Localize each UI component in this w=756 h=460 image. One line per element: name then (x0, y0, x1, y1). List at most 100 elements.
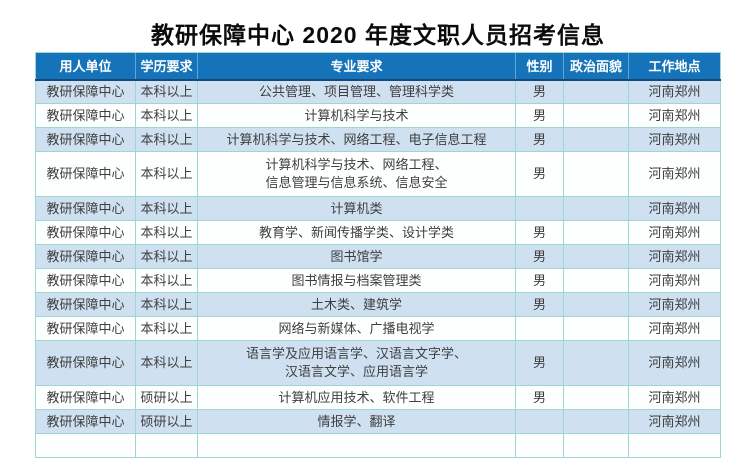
education-cell: 本科以上 (135, 196, 198, 221)
gender-cell: 男 (515, 292, 564, 317)
location-cell: 河南郑州 (628, 79, 721, 104)
table-row: 教研保障中心 本科以上 土木类、建筑学男 河南郑州 (35, 292, 721, 317)
political-cell (563, 340, 629, 386)
political-cell (563, 196, 629, 221)
column-header-location: 工作地点 (628, 52, 721, 81)
gender-cell: 男 (515, 244, 564, 269)
education-cell: 本科以上 (135, 79, 198, 104)
table-row-partial (35, 433, 721, 458)
political-cell (563, 316, 629, 341)
political-cell (563, 79, 629, 104)
major-cell: 图书馆学 (197, 244, 516, 269)
column-header-gender: 性别 (515, 52, 564, 81)
political-cell (563, 127, 629, 152)
table-row: 教研保障中心 本科以上 计算机科学与技术男 河南郑州 (35, 103, 721, 128)
column-header-unit: 用人单位 (35, 52, 136, 81)
major-cell: 教育学、新闻传播学类、设计学类 (197, 220, 516, 245)
column-header-major: 专业要求 (197, 52, 516, 81)
education-cell (135, 433, 198, 458)
gender-cell: 男 (515, 127, 564, 152)
table-body: 教研保障中心 本科以上 公共管理、项目管理、管理科学类男河南郑州 教研保障中心 本科以上… (35, 79, 721, 458)
table-row: 教研保障中心 本科以上 语言学及应用语言学、汉语言文字学、 汉语言文学、应用语言学男… (35, 340, 721, 386)
education-cell: 硕研以上 (135, 385, 198, 410)
education-cell: 本科以上 (135, 268, 198, 293)
table-row: 教研保障中心 本科以上 计算机科学与技术、网络工程、电子信息工程男 河南郑州 (35, 127, 721, 152)
unit-cell: 教研保障中心 (35, 340, 136, 386)
education-cell: 本科以上 (135, 292, 198, 317)
education-cell: 本科以上 (135, 316, 198, 341)
political-cell (563, 292, 629, 317)
education-cell: 本科以上 (135, 244, 198, 269)
unit-cell: 教研保障中心 (35, 103, 136, 128)
major-cell: 土木类、建筑学 (197, 292, 516, 317)
location-cell: 河南郑州 (628, 292, 721, 317)
unit-cell: 教研保障中心 (35, 151, 136, 197)
major-cell: 语言学及应用语言学、汉语言文字学、 汉语言文学、应用语言学 (197, 340, 516, 386)
political-cell (563, 409, 629, 434)
location-cell: 河南郑州 (628, 196, 721, 221)
unit-cell: 教研保障中心 (35, 268, 136, 293)
location-cell: 河南郑州 (628, 127, 721, 152)
education-cell: 硕研以上 (135, 409, 198, 434)
table-row: 教研保障中心 本科以上 公共管理、项目管理、管理科学类男 河南郑州 (35, 79, 721, 104)
unit-cell: 教研保障中心 (35, 316, 136, 341)
unit-cell: 教研保障中心 (35, 127, 136, 152)
major-cell: 图书情报与档案管理类 (197, 268, 516, 293)
location-cell: 河南郑州 (628, 340, 721, 386)
gender-cell: 男 (515, 385, 564, 410)
major-cell: 网络与新媒体、广播电视学 (197, 316, 516, 341)
major-cell: 计算机类 (197, 196, 516, 221)
table-row: 教研保障中心 本科以上 网络与新媒体、广播电视学 河南郑州 (35, 316, 721, 341)
education-cell: 本科以上 (135, 151, 198, 197)
table-row: 教研保障中心 本科以上 图书情报与档案管理类男 河南郑州 (35, 268, 721, 293)
location-cell: 河南郑州 (628, 316, 721, 341)
location-cell: 河南郑州 (628, 409, 721, 434)
gender-cell (515, 433, 564, 458)
major-cell: 计算机科学与技术 (197, 103, 516, 128)
column-header-political: 政治面貌 (563, 52, 629, 81)
major-cell (197, 433, 516, 458)
location-cell: 河南郑州 (628, 220, 721, 245)
gender-cell: 男 (515, 103, 564, 128)
major-cell: 计算机科学与技术、网络工程、 信息管理与信息系统、信息安全 (197, 151, 516, 197)
education-cell: 本科以上 (135, 103, 198, 128)
political-cell (563, 244, 629, 269)
column-header-education: 学历要求 (135, 52, 198, 81)
location-cell: 河南郑州 (628, 103, 721, 128)
political-cell (563, 433, 629, 458)
political-cell (563, 151, 629, 197)
location-cell: 河南郑州 (628, 385, 721, 410)
gender-cell: 男 (515, 151, 564, 197)
unit-cell: 教研保障中心 (35, 385, 136, 410)
unit-cell: 教研保障中心 (35, 292, 136, 317)
gender-cell: 男 (515, 340, 564, 386)
page-title: 教研保障中心 2020 年度文职人员招考信息 (151, 22, 605, 48)
gender-cell (515, 316, 564, 341)
unit-cell: 教研保障中心 (35, 244, 136, 269)
major-cell: 公共管理、项目管理、管理科学类 (197, 79, 516, 104)
gender-cell: 男 (515, 220, 564, 245)
unit-cell: 教研保障中心 (35, 79, 136, 104)
table-header: 用人单位 学历要求 专业要求 性别 政治面貌 工作地点 (35, 52, 721, 81)
table-row: 教研保障中心 硕研以上 计算机应用技术、软件工程男 河南郑州 (35, 385, 721, 410)
location-cell: 河南郑州 (628, 244, 721, 269)
education-cell: 本科以上 (135, 220, 198, 245)
gender-cell: 男 (515, 79, 564, 104)
table-row: 教研保障中心 硕研以上 情报学、翻译 河南郑州 (35, 409, 721, 434)
education-cell: 本科以上 (135, 340, 198, 386)
unit-cell: 教研保障中心 (35, 220, 136, 245)
table-row: 教研保障中心 本科以上 教育学、新闻传播学类、设计学类男 河南郑州 (35, 220, 721, 245)
major-cell: 计算机应用技术、软件工程 (197, 385, 516, 410)
gender-cell: 男 (515, 268, 564, 293)
table-row: 教研保障中心 本科以上 计算机类 河南郑州 (35, 196, 721, 221)
unit-cell: 教研保障中心 (35, 409, 136, 434)
table-row: 教研保障中心 本科以上 图书馆学男 河南郑州 (35, 244, 721, 269)
gender-cell (515, 409, 564, 434)
table-row: 教研保障中心 本科以上 计算机科学与技术、网络工程、 信息管理与信息系统、信息安全男… (35, 151, 721, 197)
political-cell (563, 220, 629, 245)
political-cell (563, 103, 629, 128)
education-cell: 本科以上 (135, 127, 198, 152)
gender-cell (515, 196, 564, 221)
unit-cell (35, 433, 136, 458)
